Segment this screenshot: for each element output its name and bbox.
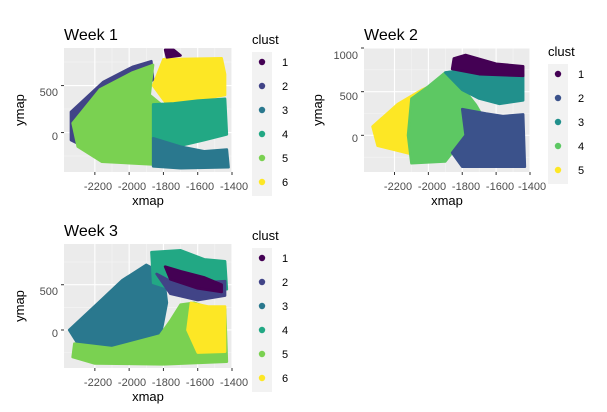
x-tick-label: -1600 — [186, 377, 214, 389]
x-tick-label: -1600 — [186, 181, 214, 193]
facet-week-1: Week 1 0 500 -2200 -2000 -1800 -1600 -14… — [12, 27, 288, 208]
legend-key-5 — [258, 350, 266, 358]
legend-key-2 — [258, 278, 266, 286]
legend-key-5 — [258, 154, 266, 162]
legend-key-3 — [258, 106, 266, 114]
chart-title: Week 3 — [64, 223, 118, 240]
legend-entry-label: 1 — [282, 57, 288, 69]
y-tick-label: 500 — [40, 286, 58, 298]
cluster-region-1 — [163, 48, 182, 59]
legend-entry-label: 2 — [578, 93, 584, 105]
legend-key-4 — [258, 130, 266, 138]
x-tick-label: -2200 — [84, 377, 112, 389]
legend-entry-label: 3 — [282, 105, 288, 117]
legend-key-3 — [258, 302, 266, 310]
legend: clust 1 2 3 4 5 6 — [252, 32, 288, 196]
legend-title: clust — [252, 32, 279, 47]
legend-entry-label: 5 — [282, 349, 288, 361]
legend-entry-label: 5 — [578, 165, 584, 177]
x-tick-label: -1400 — [518, 181, 546, 193]
legend-key-5 — [554, 166, 562, 174]
chart-title: Week 2 — [364, 27, 418, 44]
legend-entry-label: 4 — [282, 325, 288, 337]
legend-title: clust — [548, 44, 575, 59]
x-tick-label: -1800 — [152, 181, 180, 193]
legend-key-2 — [258, 82, 266, 90]
cluster-region-3 — [151, 136, 230, 170]
legend: clust 1 2 3 4 5 — [548, 44, 584, 184]
legend-key-2 — [554, 94, 562, 102]
y-tick-label: 0 — [352, 133, 358, 145]
x-tick-label: -1400 — [220, 377, 248, 389]
legend-entry-label: 4 — [578, 141, 584, 153]
legend-title: clust — [252, 228, 279, 243]
legend-entry-label: 3 — [578, 117, 584, 129]
chart-title: Week 1 — [64, 27, 118, 44]
legend-keys — [258, 58, 266, 186]
x-tick-label: -2000 — [118, 181, 146, 193]
plot-area — [361, 47, 531, 175]
cluster-region-1 — [450, 53, 525, 78]
cluster-region-6 — [186, 301, 227, 354]
legend-key-4 — [554, 142, 562, 150]
legend-key-6 — [258, 374, 266, 382]
x-tick-label: -1800 — [452, 181, 480, 193]
legend-key-4 — [258, 326, 266, 334]
plot-area — [61, 48, 233, 175]
legend-keys-bg — [252, 52, 272, 196]
legend-key-3 — [554, 118, 562, 126]
cluster-region-2 — [450, 107, 527, 169]
legend-key-1 — [554, 70, 562, 78]
legend-entry-label: 2 — [282, 81, 288, 93]
legend-entry-label: 1 — [578, 69, 584, 81]
legend-key-1 — [258, 58, 266, 66]
y-axis-label: ymap — [12, 94, 27, 126]
legend-entry-label: 6 — [282, 177, 288, 189]
legend-keys-bg — [252, 248, 272, 392]
x-tick-label: -1800 — [152, 377, 180, 389]
y-tick-label: 500 — [40, 87, 58, 99]
legend-entry-label: 3 — [282, 301, 288, 313]
facet-week-3: Week 3 0 500 -2200 -2000 -1800 -1600 -14… — [12, 223, 288, 404]
y-tick-label: 0 — [52, 131, 58, 143]
legend-entry-label: 2 — [282, 277, 288, 289]
y-tick-label: 500 — [340, 91, 358, 103]
x-axis-label: xmap — [431, 193, 463, 208]
x-axis-label: xmap — [132, 389, 164, 404]
x-tick-label: -1600 — [486, 181, 514, 193]
y-tick-label: 0 — [52, 328, 58, 340]
plot-area — [61, 244, 233, 371]
legend-entry-label: 1 — [282, 253, 288, 265]
y-axis-label: ymap — [310, 94, 325, 126]
legend-entry-label: 6 — [282, 373, 288, 385]
x-tick-label: -2000 — [118, 377, 146, 389]
legend-entry-label: 5 — [282, 153, 288, 165]
y-tick-label: 1000 — [334, 50, 358, 62]
x-tick-label: -2000 — [418, 181, 446, 193]
legend-keys — [258, 254, 266, 382]
legend-entry-label: 4 — [282, 129, 288, 141]
x-tick-label: -2200 — [84, 181, 112, 193]
legend: clust 1 2 3 4 5 6 — [252, 228, 288, 392]
facet-week-2: Week 2 0 500 1000 -2200 -2000 -1800 -160… — [310, 27, 584, 208]
legend-key-6 — [258, 178, 266, 186]
x-tick-label: -1400 — [220, 181, 248, 193]
cluster-region-1 — [163, 265, 223, 294]
x-tick-label: -2200 — [384, 181, 412, 193]
y-axis-label: ymap — [12, 290, 27, 322]
x-axis-label: xmap — [132, 193, 164, 208]
legend-keys — [554, 70, 562, 174]
cluster-region-6 — [151, 57, 227, 106]
legend-key-1 — [258, 254, 266, 262]
